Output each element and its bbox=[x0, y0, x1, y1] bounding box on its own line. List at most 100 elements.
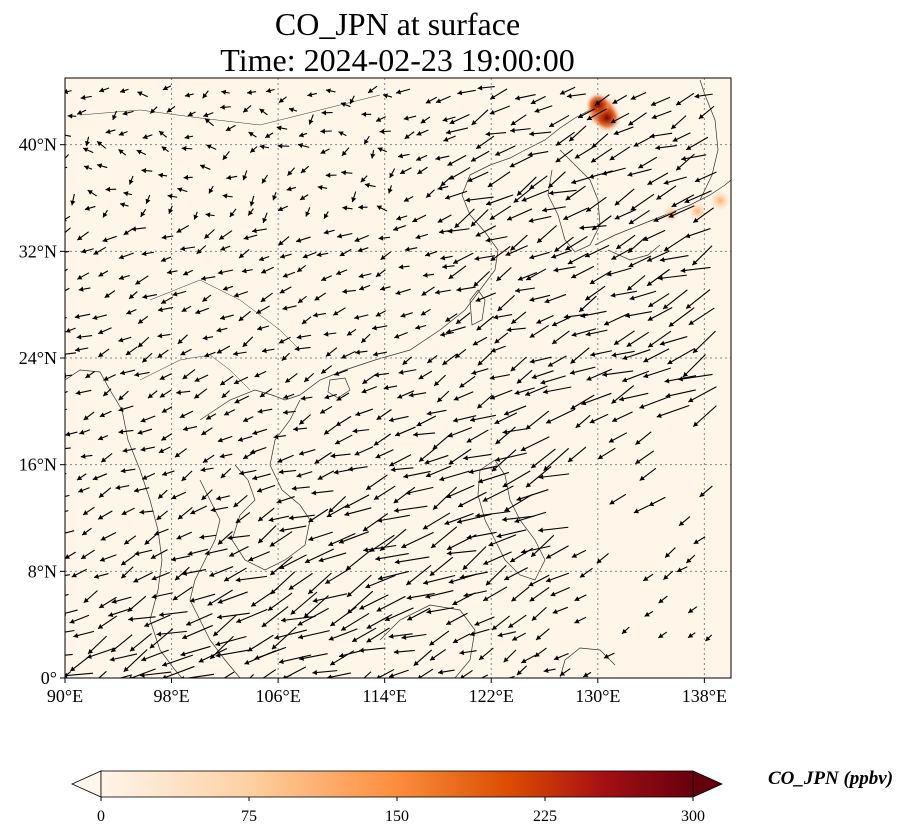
wind-arrow bbox=[300, 165, 310, 174]
wind-arrow bbox=[538, 526, 569, 533]
wind-arrow bbox=[574, 616, 587, 624]
wind-arrow bbox=[374, 372, 389, 378]
wind-arrow bbox=[118, 274, 130, 281]
wind-arrow bbox=[505, 245, 528, 256]
wind-arrow bbox=[397, 390, 415, 399]
wind-arrow bbox=[445, 127, 469, 135]
wind-arrow bbox=[308, 508, 329, 523]
wind-arrow bbox=[65, 287, 70, 292]
wind-arrow bbox=[187, 111, 196, 117]
wind-arrow bbox=[65, 530, 75, 534]
wind-arrow bbox=[609, 146, 631, 161]
wind-arrow bbox=[375, 116, 386, 122]
wind-arrow bbox=[305, 207, 311, 217]
wind-arrow bbox=[444, 513, 474, 526]
wind-arrow bbox=[569, 366, 596, 375]
wind-arrow bbox=[372, 351, 388, 357]
wind-arrow bbox=[307, 572, 332, 595]
wind-arrow bbox=[447, 426, 472, 438]
wind-arrow bbox=[646, 268, 670, 287]
wind-arrow bbox=[147, 390, 158, 399]
wind-arrow bbox=[503, 649, 517, 663]
wind-arrow bbox=[296, 471, 313, 478]
wind-arrow bbox=[65, 574, 70, 577]
wind-arrow bbox=[252, 428, 268, 436]
wind-arrow bbox=[161, 470, 175, 477]
wind-arrow bbox=[691, 245, 713, 266]
wind-arrow bbox=[317, 184, 328, 191]
wind-arrow bbox=[297, 143, 310, 149]
wind-arrow bbox=[112, 110, 117, 121]
wind-arrow bbox=[252, 473, 271, 481]
wind-arrow bbox=[570, 394, 595, 410]
wind-arrow bbox=[223, 671, 235, 678]
wind-arrow bbox=[277, 205, 289, 212]
wind-arrow bbox=[363, 135, 370, 145]
wind-arrow bbox=[86, 647, 116, 659]
wind-arrow bbox=[157, 333, 171, 339]
wind-arrow bbox=[357, 247, 369, 253]
wind-arrow bbox=[360, 175, 368, 183]
wind-arrow bbox=[321, 110, 333, 116]
wind-arrow bbox=[687, 606, 698, 614]
wind-arrow bbox=[176, 531, 192, 540]
wind-arrow bbox=[525, 466, 552, 488]
wind-arrow bbox=[389, 168, 396, 179]
coastline-hainan bbox=[327, 377, 351, 399]
wind-arrow bbox=[98, 270, 109, 277]
wind-arrow bbox=[495, 452, 527, 462]
wind-arrow bbox=[98, 670, 107, 678]
wind-arrow bbox=[118, 252, 134, 260]
wind-arrow bbox=[140, 446, 155, 452]
wind-arrow bbox=[646, 250, 670, 262]
wind-arrow bbox=[206, 144, 217, 150]
wind-arrow bbox=[418, 446, 438, 463]
wind-arrow bbox=[172, 290, 187, 297]
wind-arrow bbox=[349, 95, 355, 105]
wind-arrow bbox=[485, 565, 507, 586]
wind-arrow bbox=[323, 425, 337, 435]
wind-arrow bbox=[100, 532, 117, 541]
wind-arrow bbox=[123, 535, 137, 545]
wind-arrow bbox=[284, 373, 298, 384]
wind-arrow bbox=[219, 375, 234, 386]
wind-arrow bbox=[430, 526, 458, 549]
lat-tick-label: 24°N bbox=[19, 348, 57, 368]
wind-arrow bbox=[510, 114, 527, 126]
wind-arrow bbox=[591, 133, 609, 149]
wind-arrow bbox=[515, 94, 536, 101]
wind-arrow bbox=[92, 314, 107, 321]
wind-arrow bbox=[562, 207, 588, 220]
wind-arrow bbox=[383, 385, 398, 391]
wind-arrow bbox=[491, 615, 510, 631]
wind-arrow bbox=[650, 96, 671, 106]
wind-arrow bbox=[212, 614, 238, 637]
wind-arrow bbox=[259, 108, 268, 116]
wind-arrow bbox=[472, 336, 488, 346]
wind-arrow bbox=[437, 214, 452, 223]
wind-arrow bbox=[554, 236, 574, 253]
wind-arrow bbox=[585, 196, 607, 213]
wind-arrow bbox=[277, 143, 290, 149]
wind-arrow bbox=[457, 89, 476, 96]
wind-arrow bbox=[433, 374, 446, 387]
wind-arrow bbox=[627, 236, 647, 254]
wind-arrow bbox=[398, 369, 417, 375]
wind-arrow bbox=[495, 426, 516, 445]
wind-arrow bbox=[136, 149, 147, 156]
wind-arrow bbox=[102, 235, 117, 243]
wind-arrow bbox=[584, 244, 610, 258]
wind-arrow bbox=[320, 148, 330, 155]
wind-arrow bbox=[338, 131, 347, 137]
wind-arrow bbox=[78, 286, 91, 292]
wind-arrow bbox=[432, 432, 453, 450]
wind-arrow bbox=[637, 156, 658, 169]
wind-arrow bbox=[584, 285, 606, 301]
wind-arrow bbox=[308, 531, 333, 542]
wind-arrow bbox=[273, 434, 286, 440]
colorbar-gradient bbox=[101, 771, 693, 797]
wind-arrow bbox=[547, 171, 566, 189]
wind-arrow bbox=[225, 124, 236, 132]
wind-arrow bbox=[513, 186, 535, 204]
wind-arrow bbox=[219, 314, 234, 321]
